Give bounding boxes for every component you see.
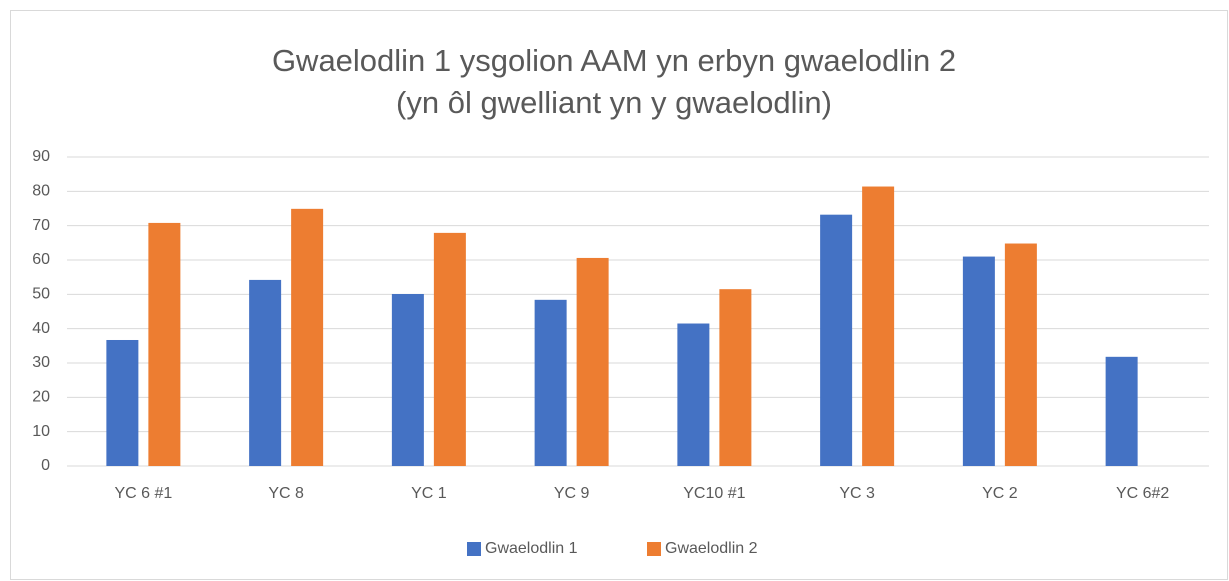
x-tick-label: YC 3 [839,485,875,502]
legend-swatch [467,542,481,556]
bar [820,214,853,466]
bar [148,222,181,466]
bar [391,293,424,466]
y-tick-label: 80 [32,183,50,200]
y-tick-label: 90 [32,148,50,165]
legend-swatch [647,542,661,556]
bar [677,323,710,466]
bar [534,299,567,466]
x-tick-label: YC 8 [268,485,304,502]
legend-label: Gwaelodlin 1 [485,540,578,557]
y-tick-label: 30 [32,354,50,371]
x-tick-label: YC10 #1 [683,485,745,502]
y-tick-label: 40 [32,320,50,337]
y-tick-label: 70 [32,217,50,234]
bar [1004,243,1037,466]
bar [576,257,609,466]
chart-title: Gwaelodlin 1 ysgolion AAM yn erbyn gwael… [272,43,956,78]
bar [862,186,895,466]
x-tick-label: YC 9 [554,485,590,502]
x-tick-label: YC 6 #1 [114,485,172,502]
y-tick-label: 0 [41,457,50,474]
bar [719,289,752,466]
bar [106,339,139,466]
x-tick-label: YC 2 [982,485,1018,502]
chart-title: (yn ôl gwelliant yn y gwaelodlin) [396,85,832,120]
y-tick-label: 10 [32,423,50,440]
bar [433,232,466,466]
y-tick-label: 50 [32,286,50,303]
y-tick-label: 60 [32,251,50,268]
bar [1105,356,1138,466]
x-tick-label: YC 1 [411,485,447,502]
bar [291,208,324,467]
y-tick-label: 20 [32,389,50,406]
legend-label: Gwaelodlin 2 [665,540,758,557]
bar [962,256,995,466]
bar [249,279,282,466]
x-tick-label: YC 6#2 [1116,485,1169,502]
